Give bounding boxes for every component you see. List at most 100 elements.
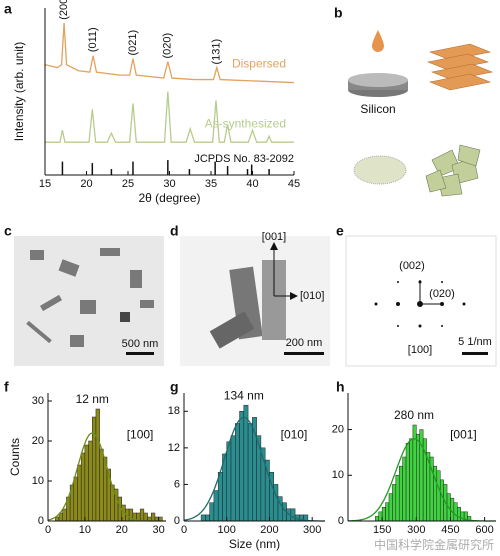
x-tick-label: 35 bbox=[205, 178, 217, 190]
schematic bbox=[348, 30, 494, 197]
x-tick-label: 20 bbox=[116, 524, 128, 536]
panel-label: e bbox=[336, 223, 344, 239]
y-tick-label: 10 bbox=[32, 475, 44, 487]
histogram-bar bbox=[375, 516, 379, 522]
histogram-bar bbox=[205, 514, 210, 522]
series-label: As-synthesized bbox=[205, 116, 286, 130]
reference-label: JCPDS No. 83-2092 bbox=[194, 153, 294, 165]
annotation: [010] bbox=[281, 427, 308, 441]
panel-label: b bbox=[334, 5, 343, 21]
x-tick-label: 450 bbox=[441, 524, 459, 536]
histogram-bar bbox=[381, 507, 386, 522]
x-tick-label: 25 bbox=[122, 178, 134, 190]
y-tick-label: 18 bbox=[168, 405, 180, 417]
panel-label: d bbox=[170, 223, 179, 239]
histogram-bar bbox=[88, 440, 93, 522]
peak-label: (200) bbox=[58, 0, 70, 20]
panel-label: f bbox=[4, 379, 9, 395]
peak-label: (011) bbox=[87, 27, 99, 52]
histogram-bar bbox=[73, 476, 78, 522]
y-tick-label: 20 bbox=[332, 423, 344, 435]
histogram-bar bbox=[385, 502, 390, 522]
y-axis-label: Intensity (arb. unit) bbox=[12, 42, 26, 141]
histogram-bar bbox=[209, 502, 215, 522]
tem-image bbox=[180, 236, 330, 366]
panel-label: g bbox=[170, 379, 179, 395]
panel-label: a bbox=[4, 1, 12, 17]
histogram-bar bbox=[143, 512, 148, 522]
direction-label: [001] bbox=[262, 231, 286, 243]
histogram-bar bbox=[290, 508, 296, 522]
histogram-bar bbox=[84, 444, 89, 522]
histogram-bar bbox=[99, 448, 104, 522]
histogram-bar bbox=[239, 411, 245, 522]
x-tick-label: 300 bbox=[407, 524, 425, 536]
scale-label: 500 nm bbox=[122, 338, 159, 350]
scale-label: 200 nm bbox=[286, 337, 323, 349]
y-tick-label: 6 bbox=[174, 478, 180, 490]
x-tick-label: 15 bbox=[39, 178, 51, 190]
x-tick-label: 10 bbox=[79, 524, 91, 536]
x-tick-label: 40 bbox=[246, 178, 258, 190]
histogram-bar bbox=[230, 435, 236, 522]
y-tick-label: 20 bbox=[32, 435, 44, 447]
annotation: 12 nm bbox=[76, 392, 109, 406]
y-tick-label: 12 bbox=[168, 442, 180, 454]
peak-label: (131) bbox=[211, 39, 223, 65]
histogram-bar bbox=[243, 404, 249, 522]
histogram-bar bbox=[55, 516, 60, 522]
x-tick-label: 300 bbox=[303, 524, 321, 536]
panel-label: h bbox=[336, 379, 345, 395]
histogram-bar bbox=[398, 465, 403, 522]
peak-label: (020) bbox=[162, 33, 174, 59]
histogram-bar bbox=[436, 470, 441, 522]
plane-label: (020) bbox=[429, 288, 455, 300]
y-axis-label: Counts bbox=[8, 438, 22, 476]
histogram-bar bbox=[151, 512, 156, 522]
y-tick-label: 0 bbox=[338, 515, 344, 527]
histogram-bar bbox=[213, 490, 219, 522]
fit-curve bbox=[348, 438, 496, 522]
panel-label: c bbox=[4, 223, 12, 239]
histogram-bar bbox=[139, 508, 145, 522]
annotation: [001] bbox=[450, 427, 477, 441]
histogram-bar bbox=[264, 459, 270, 522]
histogram-bar bbox=[200, 514, 206, 522]
direction-label: [010] bbox=[300, 290, 324, 302]
x-tick-label: 150 bbox=[373, 524, 391, 536]
annotation: 134 nm bbox=[224, 388, 264, 402]
histogram-bar bbox=[235, 423, 240, 522]
histogram-bar bbox=[378, 511, 383, 522]
y-tick-label: 10 bbox=[332, 469, 344, 481]
histogram-bar bbox=[392, 484, 397, 522]
annotation: 280 nm bbox=[394, 408, 434, 422]
histogram-bar bbox=[457, 507, 461, 522]
x-tick-label: 30 bbox=[153, 524, 165, 536]
annotation: [100] bbox=[127, 427, 154, 441]
y-tick-label: 0 bbox=[174, 515, 180, 527]
histogram-bar bbox=[395, 475, 400, 522]
y-tick-label: 30 bbox=[32, 395, 44, 407]
histogram-bar bbox=[405, 443, 410, 522]
peak-label: (021) bbox=[127, 30, 139, 56]
y-tick-label: 0 bbox=[38, 515, 44, 527]
x-tick-label: 0 bbox=[45, 524, 51, 536]
diffraction-image bbox=[345, 235, 497, 367]
x-tick-label: 45 bbox=[288, 178, 300, 190]
scale-label: 5 1/nm bbox=[458, 336, 492, 348]
fit-curve bbox=[183, 416, 325, 522]
watermark: 中国科学院金属研究所 bbox=[374, 537, 494, 552]
x-tick-label: 200 bbox=[260, 524, 278, 536]
histogram-bar bbox=[77, 464, 82, 522]
series-label: Dispersed bbox=[232, 57, 286, 71]
histogram-bar bbox=[226, 441, 232, 522]
histogram-bar bbox=[439, 479, 444, 522]
plane-label: (002) bbox=[399, 260, 425, 272]
x-tick-label: 100 bbox=[218, 524, 236, 536]
histogram-bar bbox=[409, 438, 414, 522]
histogram-bar bbox=[95, 408, 100, 522]
data-line bbox=[45, 91, 294, 143]
tem-image bbox=[14, 236, 164, 366]
histogram-bar bbox=[80, 452, 86, 522]
